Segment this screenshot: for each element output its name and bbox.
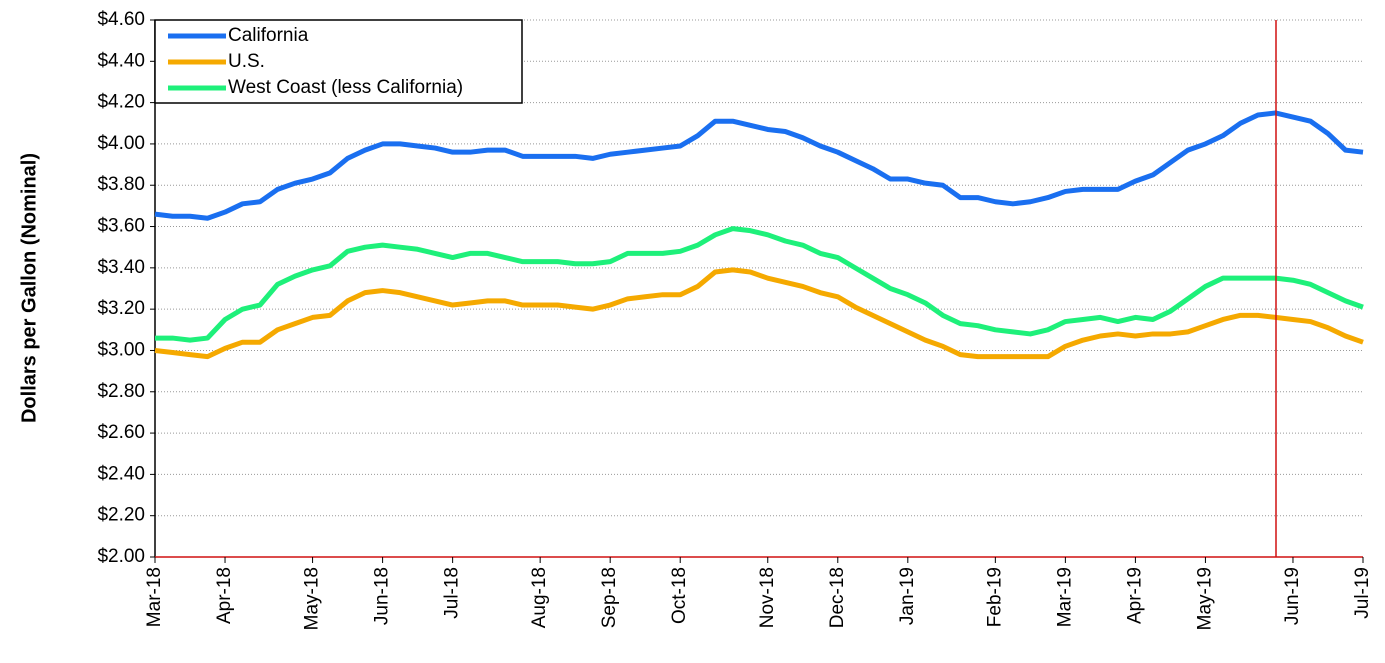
x-tick-label: Apr-19 [1124,567,1145,624]
series-line [154,267,1364,360]
y-tick-label: $4.00 [97,133,145,154]
x-tick-label: Nov-18 [757,567,778,628]
x-tick-label: Oct-18 [669,567,690,624]
y-tick-label: $4.60 [97,9,145,30]
x-tick-label: Feb-19 [984,567,1005,627]
y-tick-label: $4.40 [97,50,145,71]
x-tick-label: Jul-19 [1352,567,1373,619]
x-tick-label: Jan-19 [897,567,918,625]
x-tick-label: May-19 [1194,567,1215,630]
y-tick-label: $3.80 [97,174,145,195]
x-tick-label: Dec-18 [827,567,848,628]
y-tick-label: $3.60 [97,216,145,237]
y-tick-label: $2.80 [97,381,145,402]
x-tick-label: Mar-18 [144,567,165,627]
x-tick-label: Aug-18 [529,567,550,628]
series-line [155,226,1364,343]
series-line [154,110,1364,221]
y-tick-label: $4.20 [97,92,145,113]
legend-label: West Coast (less California) [228,77,463,98]
y-tick-label: $3.00 [97,339,145,360]
legend-label: U.S. [228,51,265,72]
y-tick-label: $2.60 [97,422,145,443]
y-tick-label: $3.40 [97,257,145,278]
y-tick-label: $2.40 [97,463,145,484]
x-tick-label: Jun-19 [1282,567,1303,625]
y-tick-label: $2.20 [97,505,145,526]
y-tick-label: $3.20 [97,298,145,319]
legend-label: California [228,25,309,46]
x-tick-label: Mar-19 [1054,567,1075,627]
y-tick-label: $2.00 [97,546,145,567]
x-tick-label: May-18 [302,567,323,630]
x-tick-label: Sep-18 [599,567,620,628]
x-tick-label: Apr-18 [214,567,235,624]
legend: California U.S. West Coast (less Californi… [168,25,463,98]
grid [155,19,1363,558]
lines [154,110,1364,360]
x-tick-label: Jul-18 [442,567,463,619]
y-axis-title: Dollars per Gallon (Nominal) [18,153,40,423]
x-tick-label: Jun-18 [372,567,393,625]
